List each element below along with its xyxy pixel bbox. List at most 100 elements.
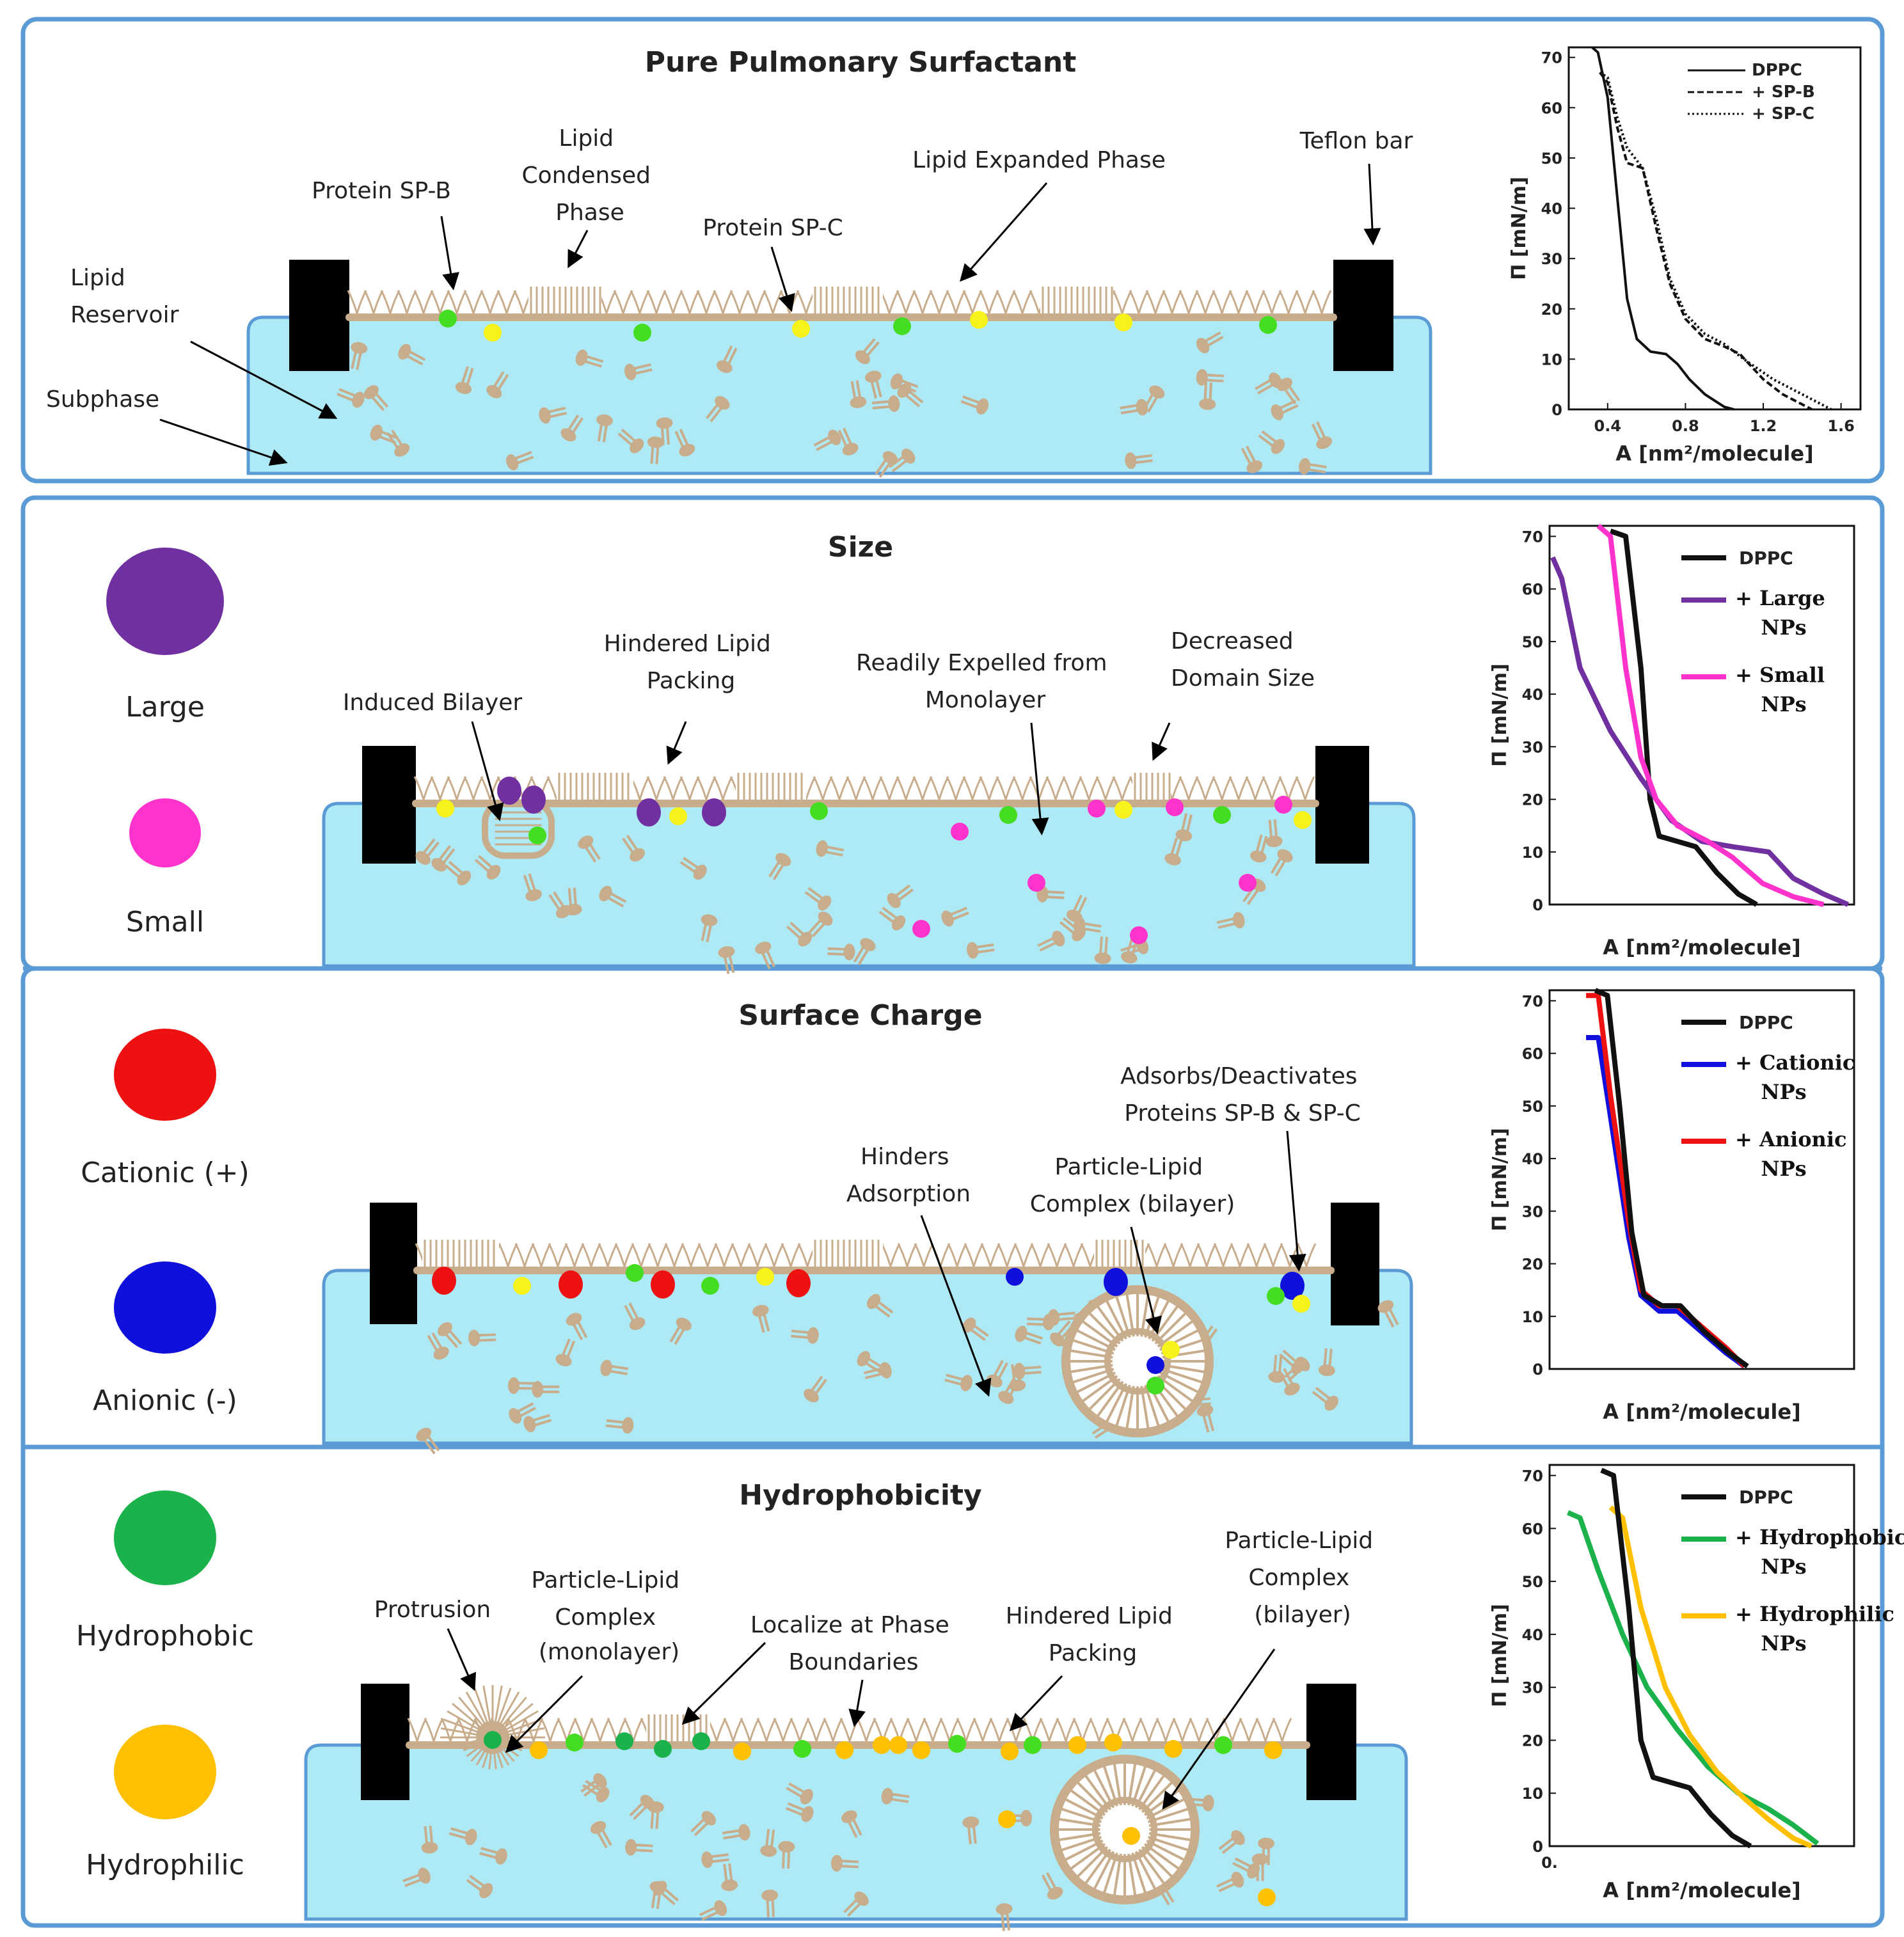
y-tick-label: 0 xyxy=(1532,1361,1543,1379)
annotation-line: Domain Size xyxy=(1171,665,1315,692)
x-axis-label: A [nm²/molecule] xyxy=(1615,441,1813,466)
legend-label-large: Large xyxy=(125,691,205,723)
y-tick-label: 70 xyxy=(1522,1467,1543,1485)
arrow-particle-lipid-bilayer-hydro xyxy=(1162,1648,1276,1810)
particle-dot xyxy=(893,317,911,335)
reservoir-lipid xyxy=(669,1317,692,1345)
nanoparticle xyxy=(1280,1272,1305,1300)
teflon-bar-left xyxy=(289,260,349,371)
annotation-line: Adsorbs/Deactivates xyxy=(1120,1063,1357,1089)
particle-dot xyxy=(436,800,454,818)
reservoir-lipid xyxy=(690,1811,717,1837)
arrow-induced-bilayer xyxy=(471,721,504,821)
particle-dot xyxy=(484,1731,502,1749)
reservoir-lipid xyxy=(1067,894,1088,922)
series-line xyxy=(1608,1505,1813,1849)
lipid-tails-condensed xyxy=(530,287,601,313)
legend-label: + Cationic xyxy=(1735,1050,1855,1075)
vesicle-tails xyxy=(1066,1290,1209,1433)
annotation-subphase: Subphase xyxy=(46,386,159,413)
reservoir-lipid xyxy=(548,891,571,919)
reservoir-lipid xyxy=(431,845,456,872)
reservoir-lipid xyxy=(421,1826,438,1854)
plot-frame xyxy=(1567,46,1862,411)
y-tick-label: 60 xyxy=(1522,1045,1543,1063)
reservoir-lipid xyxy=(1037,930,1065,952)
legend-label-hydrophobic: Hydrophobic xyxy=(76,1620,254,1652)
particle-dot xyxy=(1146,1377,1164,1395)
legend-label-hydrophilic: Hydrophilic xyxy=(86,1849,244,1881)
trough-pure xyxy=(246,260,1432,478)
arrow-subphase xyxy=(159,418,288,466)
particle-dot xyxy=(810,802,828,820)
series-line xyxy=(1599,71,1832,411)
arrow-reservoir xyxy=(190,340,338,419)
arrow-protrusion xyxy=(447,1628,477,1691)
y-tick-label: 10 xyxy=(1522,1785,1543,1803)
nanoparticle xyxy=(637,798,661,826)
legend-label-small: Small xyxy=(126,906,204,938)
condensed-bg xyxy=(736,774,806,800)
arrow-sp-b xyxy=(440,216,459,290)
particle-dot xyxy=(1294,811,1312,829)
particle-dot xyxy=(998,1810,1016,1828)
legend-label-anionic: Anionic (-) xyxy=(93,1384,237,1417)
reservoir-lipid xyxy=(1268,1355,1285,1383)
reservoir-lipid xyxy=(466,1874,493,1899)
panel-title-pure: Pure Pulmonary Surfactant xyxy=(645,46,1077,79)
annotation-teflon-bar: Teflon bar xyxy=(1299,128,1413,154)
nanoparticle xyxy=(786,1269,811,1297)
reservoir-lipid xyxy=(605,1417,634,1434)
reservoir-lipid xyxy=(1041,1872,1063,1900)
arrow-particle-lipid xyxy=(1130,1226,1162,1334)
reservoir-lipid xyxy=(855,338,880,365)
particle-dot xyxy=(951,823,969,841)
reservoir-lipid xyxy=(813,429,841,452)
arrow-hindered-packing-hydro xyxy=(1009,1675,1063,1732)
arrow-expanded xyxy=(960,182,1048,282)
reservoir-lipid xyxy=(864,370,882,399)
legend-label: + SP-C xyxy=(1752,104,1814,123)
reservoir-lipid xyxy=(1265,819,1283,848)
reservoir-lipid xyxy=(622,834,645,862)
reservoir-lipid xyxy=(718,946,735,974)
legend-label: DPPC xyxy=(1739,1487,1793,1508)
annotation-line: Localize at Phase xyxy=(750,1612,949,1638)
reservoir-lipid xyxy=(761,1889,779,1918)
reservoir-lipid xyxy=(701,1851,729,1869)
reservoir-lipid xyxy=(962,1317,989,1341)
x-tick-label: 0.4 xyxy=(1594,417,1622,435)
particle-dot xyxy=(1214,1736,1232,1754)
annotation-adsorbs-deactivates: Adsorbs/Deactivates Proteins SP-B & SP-C xyxy=(1120,1063,1365,1127)
reservoir-lipid xyxy=(786,1802,814,1822)
lipid-tails-condensed xyxy=(1042,287,1113,313)
y-tick-label: 0 xyxy=(1551,401,1562,419)
legend-label: DPPC xyxy=(1739,548,1793,569)
reservoir-lipid xyxy=(816,840,845,857)
particle-dot xyxy=(999,806,1017,824)
series-line xyxy=(1596,523,1825,907)
reservoir-lipid xyxy=(1175,813,1193,842)
reservoir-lipid xyxy=(1271,399,1299,420)
reservoir-lipid xyxy=(505,450,534,471)
annotation-decreased-domain: Decreased Domain Size xyxy=(1171,628,1315,692)
arrow-condensed xyxy=(567,230,589,269)
legend-label: + Small xyxy=(1735,663,1825,687)
particle-dot xyxy=(873,1736,891,1754)
annotations-charge: Adsorbs/Deactivates Proteins SP-B & SP-C… xyxy=(846,1063,1365,1397)
reservoir-lipid xyxy=(649,1881,667,1909)
reservoir-lipid xyxy=(555,1338,576,1366)
x-axis-label: A [nm²/molecule] xyxy=(1603,935,1800,960)
x-axis-label: A [nm²/molecule] xyxy=(1603,1878,1800,1902)
y-tick-label: 0 xyxy=(1532,1838,1543,1856)
y-tick-label: 30 xyxy=(1541,250,1562,268)
series-line xyxy=(1591,46,1734,411)
arrow-decreased-domain xyxy=(1152,722,1171,761)
particle-dot xyxy=(1001,1743,1019,1760)
reservoir-lipid xyxy=(507,1377,536,1394)
y-tick-label: 60 xyxy=(1522,1520,1543,1538)
y-tick-label: 50 xyxy=(1522,633,1543,651)
reservoir-lipid xyxy=(1270,849,1293,876)
reservoir-lipid xyxy=(887,884,914,908)
legend-label: DPPC xyxy=(1739,1012,1793,1033)
